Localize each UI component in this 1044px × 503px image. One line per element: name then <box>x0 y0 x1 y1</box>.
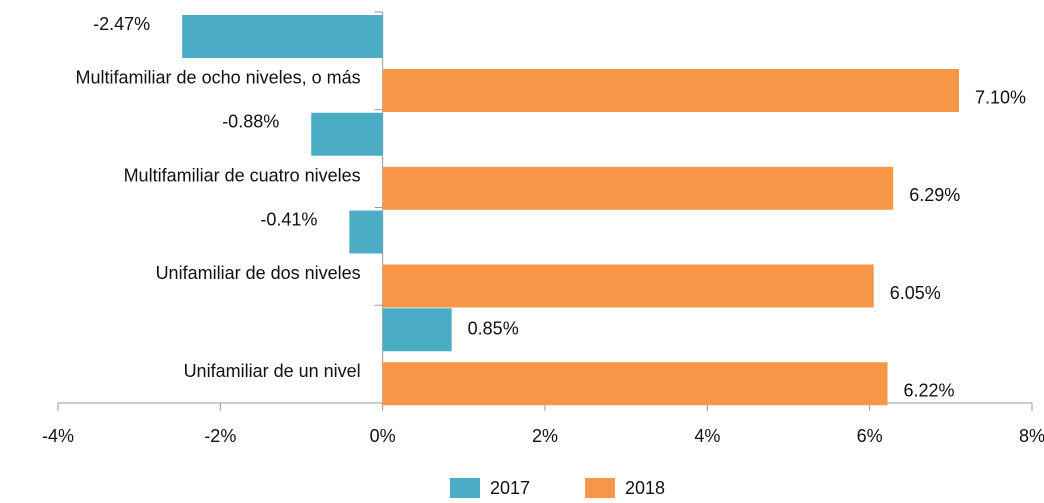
value-label: 7.10% <box>975 87 1026 107</box>
x-tick-label: -4% <box>42 426 74 446</box>
x-tick-label: 8% <box>1019 426 1044 446</box>
category-label: Unifamiliar de un nivel <box>184 361 361 381</box>
x-tick-label: 2% <box>532 426 558 446</box>
bar <box>382 166 894 210</box>
x-tick-label: 0% <box>370 426 396 446</box>
bar <box>349 210 383 254</box>
x-tick-label: -2% <box>204 426 236 446</box>
x-tick-label: 4% <box>694 426 720 446</box>
value-label: 6.05% <box>890 283 941 303</box>
category-label: Multifamiliar de ocho niveles, o más <box>76 68 361 88</box>
category-label: Unifamiliar de dos niveles <box>156 263 361 283</box>
value-label: -0.41% <box>260 209 317 229</box>
bar <box>382 362 888 406</box>
value-label: 6.29% <box>909 185 960 205</box>
legend-label: 2017 <box>490 478 530 498</box>
legend-swatch <box>450 478 480 498</box>
bar <box>182 15 383 58</box>
value-label: -2.47% <box>93 14 150 34</box>
bar <box>382 69 959 112</box>
bar <box>311 112 383 156</box>
value-label: 6.22% <box>904 381 955 401</box>
category-label: Multifamiliar de cuatro niveles <box>124 165 361 185</box>
value-label: 0.85% <box>468 319 519 339</box>
x-tick-label: 6% <box>857 426 883 446</box>
legend-label: 2018 <box>625 478 665 498</box>
bar <box>382 308 452 352</box>
bar <box>382 264 874 308</box>
value-label: -0.88% <box>222 112 279 132</box>
legend-swatch <box>585 478 615 498</box>
